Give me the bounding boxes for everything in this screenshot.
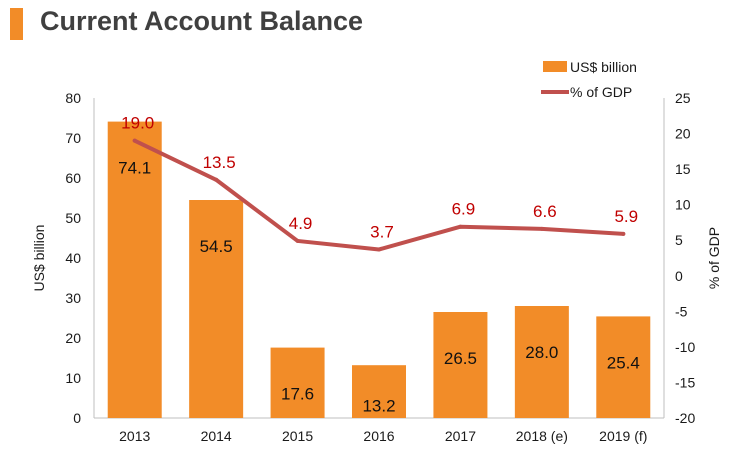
bar-value-label: 25.4 [607, 353, 640, 372]
x-tick-label: 2015 [282, 428, 313, 444]
x-tick-label: 2018 (e) [516, 428, 568, 444]
bar [352, 365, 406, 418]
data-labels: 74.1 54.5 17.6 13.2 26.5 28.0 25.4 19.0 13.5 4.9 3… [118, 114, 640, 416]
bar-value-label: 13.2 [362, 397, 395, 416]
y-tick-label-right: 15 [675, 161, 691, 177]
x-tick-label: 2014 [201, 428, 232, 444]
y-tick-label-right: -10 [675, 339, 695, 355]
y-tick-label-left: 40 [65, 250, 81, 266]
y-axis-title-left: US$ billion [31, 225, 47, 292]
legend-swatch-bar [543, 61, 567, 72]
gdp-value-label: 13.5 [203, 153, 236, 172]
y-tick-label-right: -20 [675, 410, 695, 426]
x-tick-label: 2019 (f) [599, 428, 647, 444]
gdp-value-label: 6.6 [533, 202, 557, 221]
gdp-point [132, 138, 137, 143]
title-accent-bar [10, 8, 23, 40]
bar [189, 200, 244, 418]
y-tick-label-right: 5 [675, 232, 683, 248]
legend: US$ billion % of GDP [541, 59, 637, 100]
x-tick-label: 2013 [119, 428, 150, 444]
y-tick-label-right: -5 [675, 303, 688, 319]
bar [107, 121, 162, 418]
bar-series [107, 121, 651, 418]
y-tick-label-left: 70 [65, 130, 81, 146]
gdp-point [377, 247, 381, 252]
y-tick-label-right: 20 [675, 126, 691, 142]
bar-value-label: 28.0 [525, 343, 558, 362]
gdp-value-label: 3.7 [370, 222, 394, 241]
line-series [132, 138, 626, 252]
gdp-point [458, 224, 463, 229]
bar [514, 306, 569, 418]
y-tick-label-left: 20 [65, 330, 81, 346]
x-tick-label: 2016 [363, 428, 394, 444]
x-tick-label: 2017 [445, 428, 476, 444]
y-axis-title-right: % of GDP [706, 227, 722, 289]
bar-value-label: 74.1 [118, 159, 151, 178]
legend-label-bar: US$ billion [570, 59, 637, 75]
gdp-point [295, 238, 300, 243]
gdp-point [214, 177, 219, 182]
bar [596, 316, 651, 418]
bar [270, 347, 325, 418]
bar-value-label: 54.5 [200, 237, 233, 256]
y-tick-label-right: -15 [675, 374, 695, 390]
bar [433, 312, 488, 418]
y-tick-label-right: 25 [675, 90, 691, 106]
bar-value-label: 17.6 [281, 385, 314, 404]
gdp-value-label: 5.9 [614, 207, 638, 226]
bar-value-label: 26.5 [444, 349, 477, 368]
legend-label-line: % of GDP [570, 84, 632, 100]
gdp-point [539, 226, 544, 231]
y-tick-label-left: 60 [65, 170, 81, 186]
y-tick-label-left: 80 [65, 90, 81, 106]
gdp-value-label: 19.0 [121, 114, 154, 133]
y-tick-label-right: 10 [675, 197, 691, 213]
gdp-value-label: 4.9 [289, 214, 313, 233]
y-tick-label-left: 0 [73, 410, 81, 426]
gdp-value-label: 6.9 [452, 200, 476, 219]
gdp-point [621, 231, 626, 236]
y-tick-label-left: 10 [65, 370, 81, 386]
chart-title: Current Account Balance [40, 6, 364, 36]
axes: 0 10 20 30 40 50 60 70 80 -20 -15 -10 -5 0 5 10 15 20 25 20… [31, 90, 722, 444]
y-tick-label-right: 0 [675, 268, 683, 284]
y-tick-label-left: 30 [65, 290, 81, 306]
y-tick-label-left: 50 [65, 210, 81, 226]
